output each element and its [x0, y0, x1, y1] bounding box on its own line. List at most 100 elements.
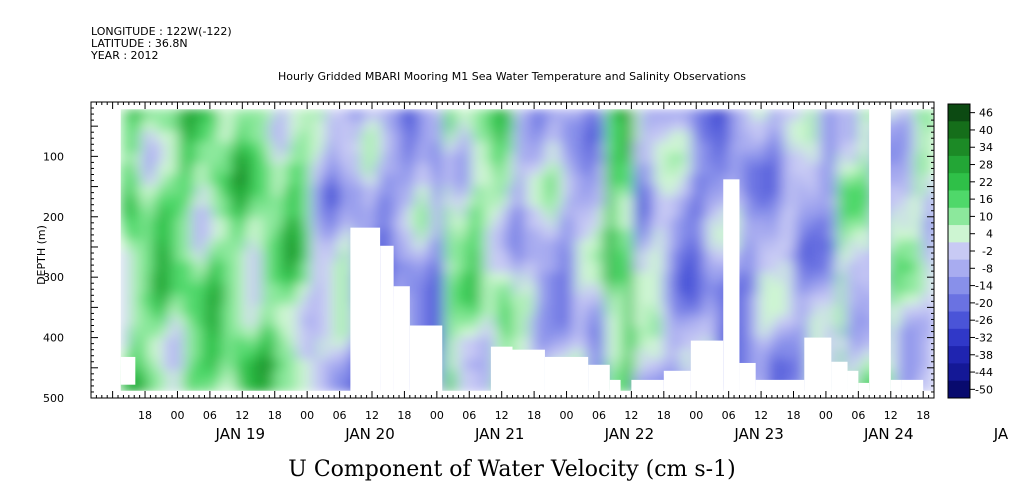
field-cell [198, 141, 206, 154]
field-cell [760, 174, 768, 186]
field-cell [331, 326, 340, 339]
x-hour-label: 00 [819, 409, 833, 422]
field-cell [507, 218, 515, 230]
field-cell [542, 141, 550, 154]
field-cell [366, 185, 375, 197]
field-cell [176, 174, 185, 186]
field-cell [619, 218, 628, 230]
field-cell [675, 141, 684, 154]
field-cell [450, 261, 459, 273]
field-cell [212, 120, 220, 132]
field-cell [219, 359, 227, 371]
field-cell [851, 294, 859, 306]
field-cell [584, 250, 592, 263]
field-cell [542, 174, 550, 186]
field-cell [844, 131, 852, 143]
field-cell [802, 185, 810, 197]
field-cell [788, 305, 796, 317]
field-cell [717, 120, 726, 132]
field-cell [900, 120, 909, 132]
field-cell [753, 109, 761, 121]
missing-data-mask [409, 325, 443, 398]
field-cell [760, 131, 768, 143]
field-cell [542, 272, 550, 284]
colorbar-swatch [948, 259, 970, 278]
field-cell [507, 283, 515, 295]
field-cell [282, 359, 290, 371]
field-cell [317, 141, 325, 154]
field-cell [359, 207, 368, 219]
field-cell [415, 218, 424, 230]
field-cell [893, 174, 902, 186]
colorbar-swatch [948, 155, 970, 174]
field-cell [198, 196, 206, 208]
field-cell [324, 272, 332, 284]
field-cell [373, 163, 382, 176]
field-cell [191, 228, 199, 241]
field-cell [823, 163, 831, 176]
field-cell [275, 348, 283, 360]
field-cell [324, 207, 332, 219]
field-cell [254, 272, 262, 284]
field-cell [563, 337, 571, 350]
field-cell [141, 120, 150, 132]
field-cell [486, 185, 494, 197]
field-cell [619, 315, 628, 328]
field-cell [682, 337, 691, 350]
field-cell [753, 348, 761, 360]
field-cell [844, 315, 852, 328]
field-cell [261, 381, 269, 393]
field-cell [127, 218, 136, 230]
field-cell [500, 152, 508, 165]
field-cell [570, 239, 578, 252]
field-cell [816, 250, 824, 263]
field-cell [893, 120, 902, 132]
field-cell [633, 163, 642, 176]
field-cell [668, 185, 677, 197]
field-cell [226, 239, 234, 252]
field-cell [535, 294, 543, 306]
field-cell [654, 120, 663, 132]
field-cell [205, 261, 213, 273]
field-cell [753, 359, 761, 371]
field-cell [450, 250, 459, 263]
field-cell [394, 218, 403, 230]
field-cell [134, 348, 143, 360]
field-cell [359, 141, 368, 154]
field-cell [830, 250, 838, 263]
field-cell [198, 370, 206, 382]
field-cell [422, 207, 431, 219]
field-cell [268, 272, 276, 284]
field-cell [921, 141, 930, 154]
field-cell [535, 315, 543, 328]
field-cell [774, 141, 782, 154]
field-cell [633, 326, 642, 339]
field-cell [675, 196, 684, 208]
field-cell [549, 228, 557, 241]
field-cell [844, 294, 852, 306]
field-cell [654, 218, 663, 230]
field-cell [521, 228, 529, 241]
field-cell [521, 294, 529, 306]
field-cell [345, 348, 354, 360]
field-cell [753, 228, 761, 241]
field-cell [549, 163, 557, 176]
field-cell [914, 326, 923, 339]
field-cell [317, 272, 325, 284]
field-cell [823, 196, 831, 208]
field-cell [219, 185, 227, 197]
field-cell [155, 163, 164, 176]
field-cell [703, 326, 712, 339]
field-cell [408, 261, 417, 273]
field-cell [710, 218, 719, 230]
field-cell [767, 120, 775, 132]
field-cell [535, 305, 543, 317]
field-cell [556, 185, 564, 197]
field-cell [760, 152, 768, 165]
field-cell [176, 272, 185, 284]
field-cell [584, 196, 592, 208]
field-cell [310, 370, 318, 382]
field-cell [317, 239, 325, 252]
field-cell [535, 196, 543, 208]
field-cell [921, 337, 930, 350]
